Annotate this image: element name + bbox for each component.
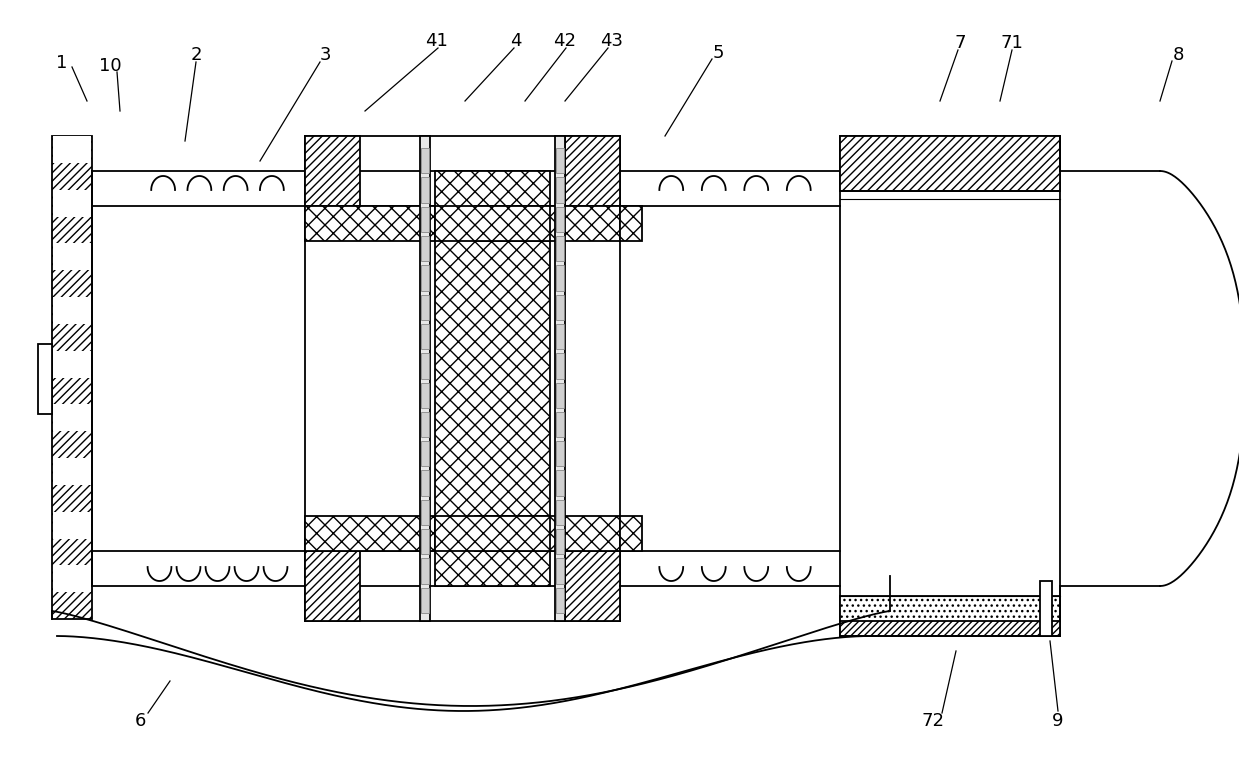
Bar — [565, 136, 620, 206]
Bar — [556, 587, 564, 613]
Bar — [475, 516, 620, 551]
Bar — [53, 136, 90, 163]
Bar — [421, 587, 429, 613]
Bar — [53, 458, 90, 485]
Bar — [421, 529, 429, 554]
Text: 8: 8 — [1172, 46, 1183, 64]
Bar — [840, 621, 1061, 636]
Bar — [53, 565, 90, 592]
Bar — [556, 470, 564, 495]
Bar — [421, 148, 429, 174]
Bar — [556, 148, 564, 174]
Bar — [421, 500, 429, 525]
Text: 7: 7 — [954, 34, 965, 52]
Text: 5: 5 — [712, 44, 724, 62]
Text: 9: 9 — [1052, 712, 1064, 730]
Bar — [421, 412, 429, 437]
Text: 72: 72 — [922, 712, 944, 730]
Text: 6: 6 — [134, 712, 146, 730]
Bar — [421, 559, 429, 584]
Bar — [421, 383, 429, 408]
Bar — [421, 177, 429, 202]
Bar — [421, 236, 429, 261]
Bar — [556, 383, 564, 408]
Bar — [556, 236, 564, 261]
Bar — [620, 206, 642, 241]
Bar — [53, 244, 90, 270]
Bar — [421, 266, 429, 291]
Bar — [38, 343, 52, 413]
Bar — [556, 353, 564, 378]
Bar — [53, 351, 90, 377]
Bar — [421, 324, 429, 349]
Bar — [421, 207, 429, 232]
Bar — [53, 404, 90, 431]
Bar — [840, 136, 1061, 191]
Bar — [840, 596, 1061, 636]
Bar — [305, 551, 361, 621]
Text: 2: 2 — [191, 46, 202, 64]
Bar — [421, 295, 429, 320]
Bar — [53, 189, 90, 216]
Bar — [620, 516, 642, 551]
Bar — [556, 529, 564, 554]
Text: 42: 42 — [554, 32, 576, 50]
Bar — [305, 136, 361, 206]
Bar — [556, 295, 564, 320]
Bar — [53, 511, 90, 539]
Text: 3: 3 — [320, 46, 331, 64]
Bar — [840, 136, 1061, 621]
Bar — [556, 412, 564, 437]
Text: 10: 10 — [99, 57, 121, 75]
Bar — [556, 441, 564, 466]
Bar — [435, 516, 550, 551]
Bar — [52, 136, 92, 619]
Bar — [556, 266, 564, 291]
Bar — [1040, 581, 1052, 636]
Bar — [421, 470, 429, 495]
Text: 71: 71 — [1001, 34, 1023, 52]
Bar — [556, 207, 564, 232]
Text: 43: 43 — [601, 32, 623, 50]
Bar — [556, 559, 564, 584]
Text: 1: 1 — [56, 54, 68, 72]
Bar — [435, 206, 550, 241]
Bar — [555, 136, 565, 621]
Bar — [420, 136, 430, 621]
Text: 4: 4 — [510, 32, 522, 50]
Bar — [565, 551, 620, 621]
Bar — [421, 353, 429, 378]
Bar — [556, 177, 564, 202]
Bar — [475, 206, 620, 241]
Bar — [556, 500, 564, 525]
Text: 41: 41 — [425, 32, 449, 50]
Bar — [305, 206, 450, 241]
Bar — [53, 297, 90, 324]
Bar — [305, 516, 450, 551]
Bar — [556, 324, 564, 349]
Bar — [421, 441, 429, 466]
Bar — [435, 171, 550, 586]
